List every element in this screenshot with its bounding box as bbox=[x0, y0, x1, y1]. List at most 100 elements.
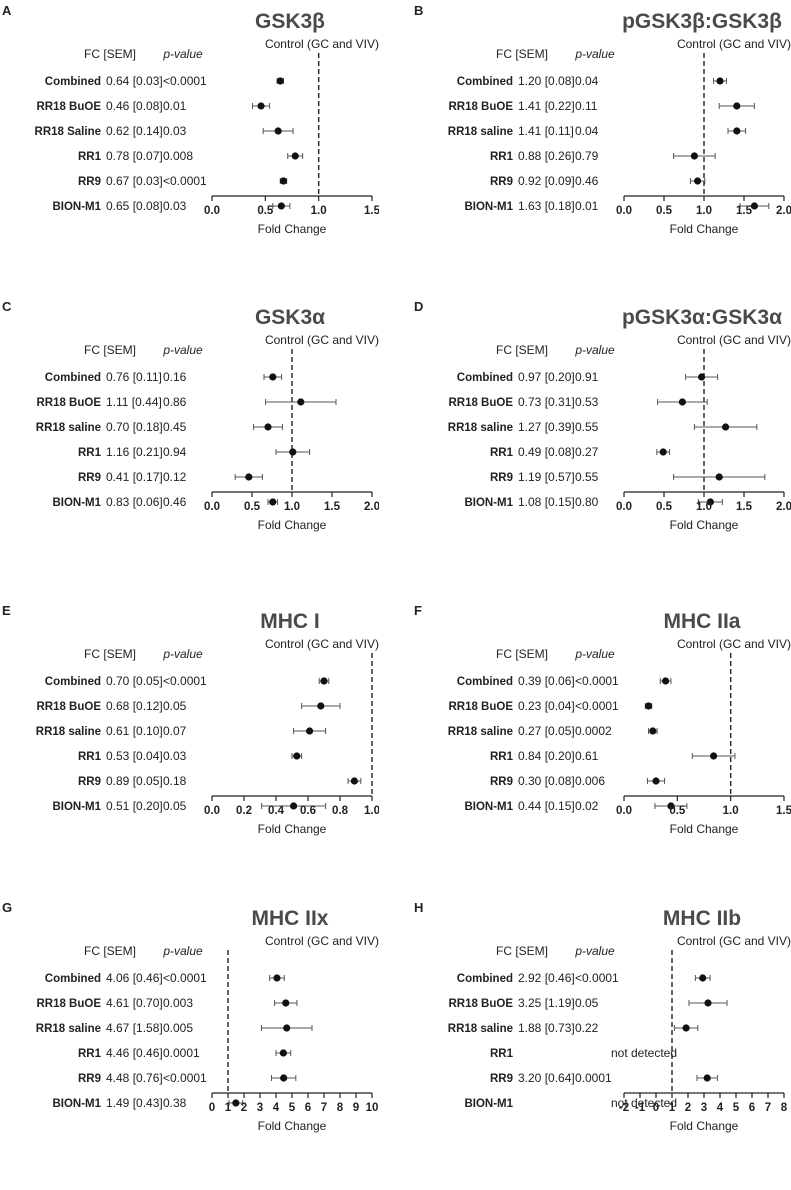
x-tick-label: 7 bbox=[321, 1102, 327, 1114]
row-label: RR1 bbox=[78, 1048, 102, 1060]
row-label: RR1 bbox=[78, 447, 102, 459]
x-tick-label: 1 bbox=[225, 1102, 232, 1114]
p-value: 0.003 bbox=[163, 996, 193, 1010]
row-label: BION-M1 bbox=[464, 1098, 513, 1110]
point-marker bbox=[698, 373, 706, 381]
p-value: <0.0001 bbox=[575, 699, 619, 713]
p-value: 0.27 bbox=[575, 445, 599, 459]
fc-sem-value: 0.46 [0.08] bbox=[106, 99, 163, 113]
point-marker bbox=[232, 1099, 240, 1107]
p-value: 0.03 bbox=[163, 124, 187, 138]
control-label: Control (GC and VIV) bbox=[677, 37, 791, 51]
point-marker bbox=[750, 202, 758, 210]
p-value: 0.04 bbox=[575, 124, 599, 138]
fc-sem-value: 1.41 [0.22] bbox=[518, 99, 575, 113]
row-label: RR18 BuOE bbox=[36, 101, 101, 113]
fc-sem-value: 1.88 [0.73] bbox=[518, 1021, 575, 1035]
x-tick-label: 1.5 bbox=[324, 501, 341, 513]
fc-sem-value: 0.70 [0.05] bbox=[106, 674, 163, 688]
fc-sem-value: 0.76 [0.11] bbox=[106, 370, 162, 384]
p-value: 0.22 bbox=[575, 1021, 599, 1035]
x-tick-label: 0.0 bbox=[616, 501, 632, 513]
row-label: RR9 bbox=[490, 176, 513, 188]
row-label: BION-M1 bbox=[464, 201, 513, 213]
point-marker bbox=[715, 473, 723, 481]
panel-c: C GSK3α FC [SEM] p-value Control (GC and VIV… bbox=[2, 299, 379, 532]
panel-title: MHC IIb bbox=[663, 907, 741, 930]
point-marker bbox=[678, 398, 686, 406]
p-value: 0.46 bbox=[163, 495, 187, 509]
fc-sem-value: 0.39 [0.06] bbox=[518, 674, 575, 688]
fc-sem-value: 4.61 [0.70] bbox=[106, 996, 163, 1010]
p-value: 0.04 bbox=[575, 74, 599, 88]
control-label: Control (GC and VIV) bbox=[265, 637, 379, 651]
panel-label: G bbox=[2, 900, 12, 915]
fc-sem-value: 0.84 [0.20] bbox=[518, 749, 575, 763]
control-label: Control (GC and VIV) bbox=[265, 934, 379, 948]
x-tick-label: 0.0 bbox=[616, 805, 632, 817]
x-axis-label: Fold Change bbox=[670, 822, 739, 836]
row-label: RR9 bbox=[78, 1073, 101, 1085]
x-tick-label: 1.0 bbox=[311, 205, 327, 217]
x-tick-label: 3 bbox=[701, 1102, 707, 1114]
control-label: Control (GC and VIV) bbox=[265, 333, 379, 347]
fc-sem-value: 0.88 [0.26] bbox=[518, 149, 575, 163]
p-value: 0.79 bbox=[575, 149, 599, 163]
x-tick-label: 1.0 bbox=[696, 501, 712, 513]
x-tick-label: 0 bbox=[653, 1102, 659, 1114]
p-value: 0.05 bbox=[575, 996, 599, 1010]
row-label: RR18 BuOE bbox=[36, 998, 101, 1010]
x-tick-label: 1.5 bbox=[776, 805, 791, 817]
point-marker bbox=[703, 1074, 711, 1082]
point-marker bbox=[710, 752, 718, 760]
x-tick-label: 4 bbox=[273, 1102, 280, 1114]
fc-sem-value: 0.67 [0.03] bbox=[106, 174, 163, 188]
x-tick-label: 8 bbox=[781, 1102, 788, 1114]
p-value: 0.45 bbox=[163, 420, 187, 434]
p-value: <0.0001 bbox=[163, 1071, 207, 1085]
fc-sem-value: 1.11 [0.44] bbox=[106, 395, 162, 409]
x-axis-label: Fold Change bbox=[258, 822, 327, 836]
panel-a: A GSK3β FC [SEM] p-value Control (GC and VIV… bbox=[2, 3, 379, 236]
p-value: 0.0002 bbox=[575, 724, 612, 738]
p-value: 0.07 bbox=[163, 724, 187, 738]
point-marker bbox=[733, 102, 741, 110]
p-value: 0.03 bbox=[163, 199, 187, 213]
fc-sem-value: 0.68 [0.12] bbox=[106, 699, 163, 713]
not-detected-note: not detected bbox=[611, 1096, 677, 1110]
x-tick-label: 1.0 bbox=[696, 205, 712, 217]
fc-sem-value: 4.46 [0.46] bbox=[106, 1046, 163, 1060]
point-marker bbox=[699, 974, 707, 982]
fc-sem-header: FC [SEM] bbox=[496, 647, 548, 661]
panel-label: F bbox=[414, 603, 422, 618]
x-tick-label: 0.0 bbox=[616, 205, 632, 217]
point-marker bbox=[289, 448, 297, 456]
point-marker bbox=[317, 702, 325, 710]
x-axis-label: Fold Change bbox=[670, 222, 739, 236]
panel-f: F MHC IIa FC [SEM] p-value Control (GC and V… bbox=[414, 603, 791, 836]
point-marker bbox=[257, 102, 265, 110]
fc-sem-value: 1.20 [0.08] bbox=[518, 74, 575, 88]
point-marker bbox=[667, 802, 675, 810]
row-label: RR1 bbox=[78, 751, 102, 763]
x-tick-label: 1.5 bbox=[364, 205, 379, 217]
p-value: 0.53 bbox=[575, 395, 599, 409]
x-tick-label: 1.0 bbox=[723, 805, 739, 817]
x-tick-label: -1 bbox=[635, 1102, 646, 1114]
p-value-header: p-value bbox=[574, 647, 615, 661]
point-marker bbox=[290, 802, 298, 810]
p-value: 0.01 bbox=[575, 199, 599, 213]
fc-sem-value: 4.67 [1.58] bbox=[106, 1021, 163, 1035]
row-label: BION-M1 bbox=[52, 1098, 101, 1110]
fc-sem-value: 0.78 [0.07] bbox=[106, 149, 163, 163]
row-label: RR9 bbox=[78, 176, 101, 188]
row-label: RR18 BuOE bbox=[36, 397, 101, 409]
p-value: <0.0001 bbox=[163, 971, 207, 985]
p-value: 0.80 bbox=[575, 495, 599, 509]
row-label: RR1 bbox=[490, 151, 514, 163]
row-label: RR18 saline bbox=[36, 726, 101, 738]
point-marker bbox=[297, 398, 305, 406]
not-detected-note: not detected bbox=[611, 1046, 677, 1060]
x-tick-label: 0.5 bbox=[669, 805, 686, 817]
